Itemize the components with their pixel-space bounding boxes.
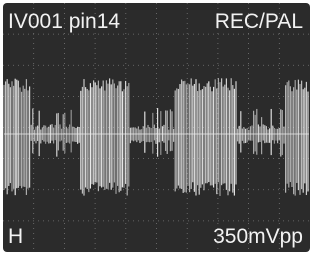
amplitude-label: 350mVpp (213, 225, 303, 248)
mode-label: REC/PAL (215, 10, 303, 33)
page: IV001 pin14 REC/PAL H 350mVpp (() => { c… (0, 0, 313, 255)
timebase-label: H (8, 225, 23, 248)
oscilloscope-screen: IV001 pin14 REC/PAL H 350mVpp (0, 0, 313, 255)
channel-label: IV001 pin14 (8, 10, 120, 33)
